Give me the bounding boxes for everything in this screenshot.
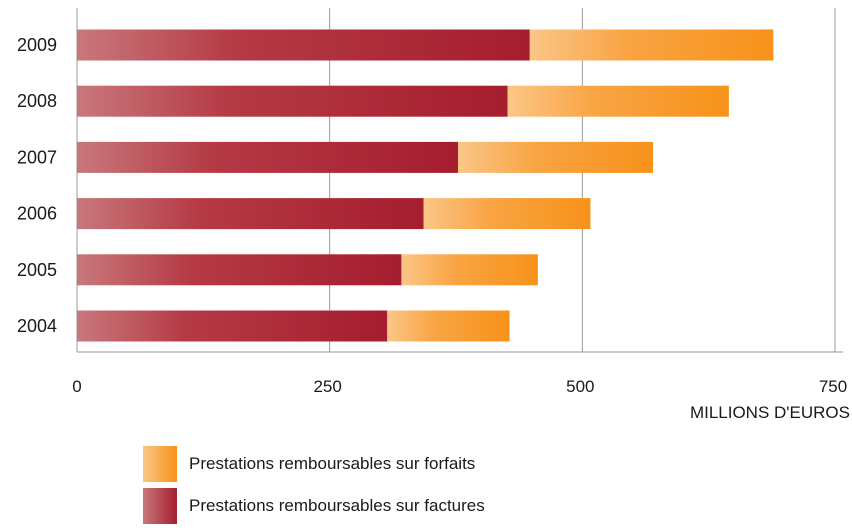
bar-2006-series-1 xyxy=(423,198,591,230)
category-label: 2007 xyxy=(17,147,57,167)
legend-swatch-factures xyxy=(143,488,177,524)
bar-2004-series-1 xyxy=(387,310,510,342)
bar-2007-series-1 xyxy=(458,141,654,173)
bar-2007-series-0 xyxy=(77,141,459,173)
bar-2009-series-0 xyxy=(77,29,530,61)
bar-2008-series-1 xyxy=(507,85,729,117)
legend-label-factures: Prestations remboursables sur factures xyxy=(189,496,485,515)
x-tick-label: 250 xyxy=(313,377,341,396)
gridlines xyxy=(76,8,843,353)
bar-2006-series-0 xyxy=(77,198,424,230)
x-tick-label: 750 xyxy=(819,377,847,396)
bar-2004-series-0 xyxy=(77,310,388,342)
bar-2005-series-1 xyxy=(401,254,538,286)
legend-item-forfaits: Prestations remboursables sur forfaits xyxy=(143,446,485,482)
bar-2005-series-0 xyxy=(77,254,402,286)
bar-2009-series-1 xyxy=(529,29,774,61)
category-label: 2008 xyxy=(17,91,57,111)
bar-2008-series-0 xyxy=(77,85,508,117)
category-label: 2006 xyxy=(17,204,57,224)
x-tick-label: 0 xyxy=(72,377,81,396)
stacked-bar-chart: 2004 2005 2006 2007 2008 2009 0 250 500 750 MILL… xyxy=(17,8,850,422)
x-tick-labels: 0 250 500 750 xyxy=(72,377,847,396)
legend-label-forfaits: Prestations remboursables sur forfaits xyxy=(189,454,476,473)
legend: Prestations remboursables sur forfaits P… xyxy=(143,446,485,530)
bars xyxy=(77,29,774,342)
legend-swatch-forfaits xyxy=(143,446,177,482)
x-axis-title: MILLIONS D'EUROS xyxy=(690,403,850,422)
category-label: 2005 xyxy=(17,260,57,280)
category-labels: 2004 2005 2006 2007 2008 2009 xyxy=(17,35,57,336)
x-tick-label: 500 xyxy=(566,377,594,396)
category-label: 2004 xyxy=(17,316,57,336)
legend-item-factures: Prestations remboursables sur factures xyxy=(143,488,485,524)
category-label: 2009 xyxy=(17,35,57,55)
